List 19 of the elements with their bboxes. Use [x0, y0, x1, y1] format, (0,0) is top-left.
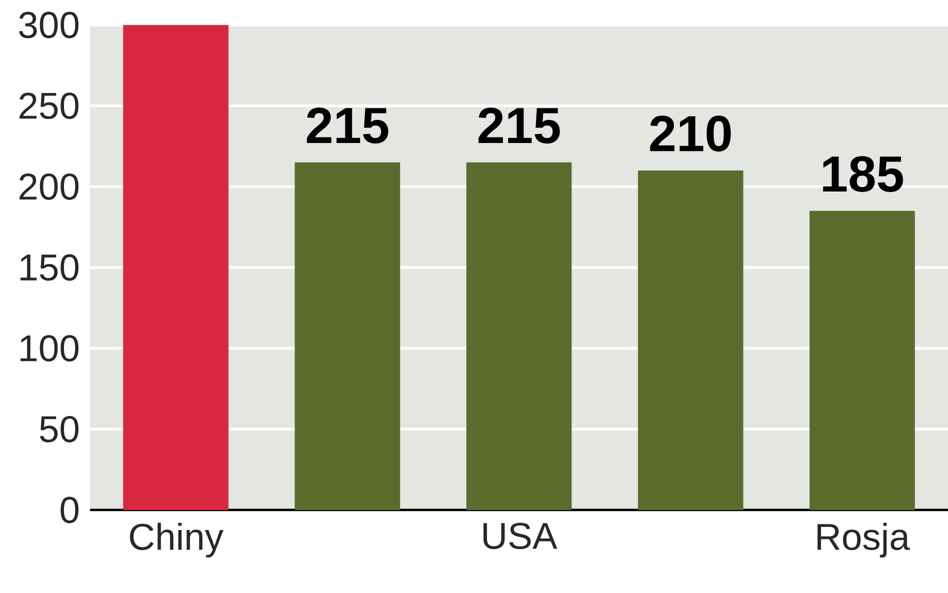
- y-tick-label: 100: [20, 335, 78, 362]
- data-label: 215: [478, 108, 560, 144]
- data-label: 210: [650, 116, 731, 152]
- y-tick-label: 200: [20, 174, 78, 200]
- bar: [123, 25, 228, 510]
- x-tick-label: Rosja: [818, 522, 910, 558]
- x-tick-label: USA: [484, 522, 558, 550]
- x-tick-label: Chiny: [130, 522, 224, 558]
- bar: [466, 162, 572, 510]
- bar: [294, 162, 400, 510]
- y-tick-label: 300: [19, 12, 78, 38]
- data-label: 215: [306, 108, 388, 144]
- y-tick-label: 250: [20, 92, 78, 120]
- bar: [638, 170, 744, 510]
- y-tick-label: 150: [20, 254, 78, 281]
- y-tick-label: 50: [40, 416, 78, 443]
- y-tick-label: 0: [60, 496, 79, 524]
- data-label: 185: [823, 156, 904, 192]
- bar: [810, 211, 915, 510]
